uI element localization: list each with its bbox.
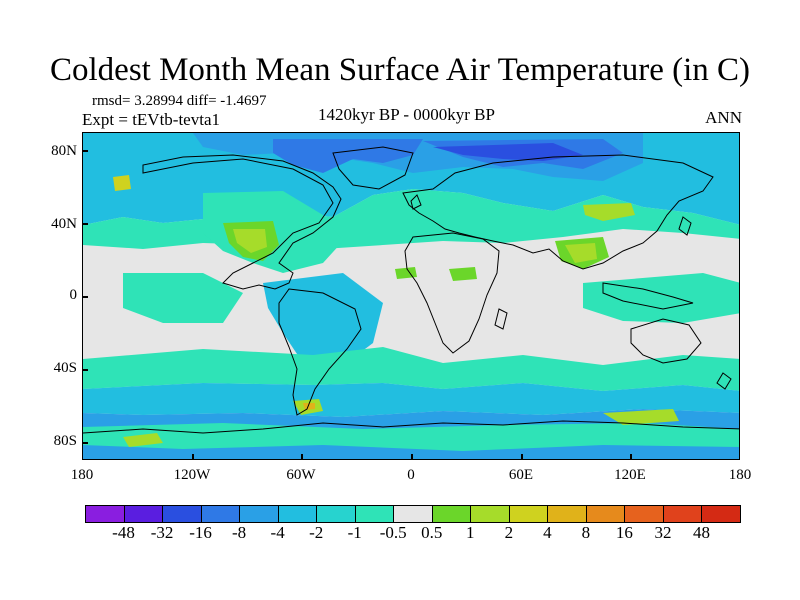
coastline-madagascar — [494, 308, 508, 330]
colorbar-cell — [508, 505, 549, 523]
colorbar-cell — [547, 505, 587, 523]
sa-cyan-region — [263, 273, 383, 373]
x-tick — [521, 454, 523, 460]
arctic-yellow-spot — [113, 175, 131, 191]
cen-asia-patch — [583, 203, 635, 221]
x-label-0: 0 — [407, 467, 415, 483]
colorbar-label: -48 — [112, 523, 135, 542]
atlantic-pale-east — [123, 273, 243, 323]
colorbar-cell — [701, 505, 741, 523]
sahara-green-patch — [395, 267, 417, 279]
x-tick — [192, 454, 194, 460]
x-label-120E: 120E — [614, 467, 646, 483]
experiment-label: Expt = tEVtb-tevta1 — [82, 110, 221, 129]
coastline-nz — [716, 372, 732, 390]
sh-pale-band — [83, 347, 739, 391]
coastline-greenland — [332, 146, 414, 190]
y-label-40N: 40N — [51, 216, 77, 232]
colorbar-cell — [200, 505, 241, 523]
sa-tip-orange — [303, 403, 315, 410]
x-tick — [630, 454, 632, 460]
colorbar-label: 8 — [581, 523, 591, 542]
x-tick — [411, 454, 413, 460]
x-label-60W: 60W — [286, 467, 316, 483]
africa-green-patch — [449, 267, 477, 281]
x-tick — [301, 454, 303, 460]
colorbar-label: -16 — [189, 523, 212, 542]
coastline-uk — [410, 194, 422, 210]
y-label-80N: 80N — [51, 143, 77, 159]
colorbar-label: 2 — [504, 523, 514, 542]
y-tick — [82, 223, 88, 225]
colorbar-label: -8 — [232, 523, 247, 542]
colorbar-label: 0.5 — [421, 523, 443, 542]
colorbar-label: -32 — [150, 523, 174, 542]
season-label: ANN — [705, 108, 742, 127]
colorbar-cell — [431, 505, 472, 523]
antarctic-yellow-east — [603, 409, 679, 425]
period-label: 1420kyr BP - 0000kyr BP — [318, 105, 495, 124]
colorbar-cell — [662, 505, 703, 523]
colorbar — [85, 505, 741, 523]
x-label-120W: 120W — [173, 467, 211, 483]
coastline-south-america — [278, 288, 362, 416]
x-label-180w: 180 — [70, 467, 94, 483]
antarctic-yellow-west — [123, 433, 163, 447]
sh-cyan-band — [83, 383, 739, 417]
colorbar-label: -0.5 — [379, 523, 407, 542]
x-label-180e: 180 — [728, 467, 752, 483]
chart-title: Coldest Month Mean Surface Air Temperatu… — [50, 52, 750, 88]
y-label-80S: 80S — [53, 433, 77, 449]
coastline-japan — [678, 216, 692, 236]
colorbar-cell — [624, 505, 664, 523]
colorbar-cell — [239, 505, 279, 523]
y-tick — [82, 150, 88, 152]
coastline-africa — [404, 232, 500, 354]
y-label-40S: 40S — [53, 360, 77, 376]
colorbar-cell — [277, 505, 318, 523]
arctic-darker-blue — [433, 143, 583, 161]
coastline-europe-asia — [402, 154, 714, 270]
colorbar-label: 48 — [692, 523, 710, 542]
coastline-australia — [630, 318, 702, 364]
coastline-north-america — [142, 154, 342, 290]
colorbar-label: 32 — [654, 523, 672, 542]
colorbar-cell — [316, 505, 356, 523]
colorbar-label: 16 — [615, 523, 633, 542]
colorbar-cell — [470, 505, 510, 523]
na-yellow-patch — [233, 229, 267, 253]
coastlines — [83, 146, 739, 434]
colorbar-label: 1 — [466, 523, 475, 542]
y-tick — [82, 369, 88, 371]
colorbar-label: 4 — [543, 523, 552, 542]
x-label-60E: 60E — [508, 467, 534, 483]
colorbar-cell — [123, 505, 164, 523]
y-label-0: 0 — [69, 287, 78, 303]
y-tick — [82, 442, 88, 444]
colorbar-label: -4 — [270, 523, 285, 542]
colorbar-cell — [354, 505, 395, 523]
stats-text: rmsd= 3.28994 diff= -1.4697 — [92, 93, 267, 109]
coastline-antarctica — [83, 420, 739, 434]
colorbar-cell — [393, 505, 433, 523]
asia-yellow-patch — [565, 243, 597, 263]
colorbar-cell — [85, 505, 125, 523]
colorbar-cell — [162, 505, 202, 523]
coastline-indonesia — [602, 282, 694, 310]
colorbar-label: -1 — [347, 523, 362, 542]
colorbar-cell — [585, 505, 626, 523]
colorbar-label: -2 — [309, 523, 324, 542]
map-panel — [82, 132, 740, 460]
y-tick — [82, 296, 88, 298]
temperature-map — [83, 133, 739, 459]
